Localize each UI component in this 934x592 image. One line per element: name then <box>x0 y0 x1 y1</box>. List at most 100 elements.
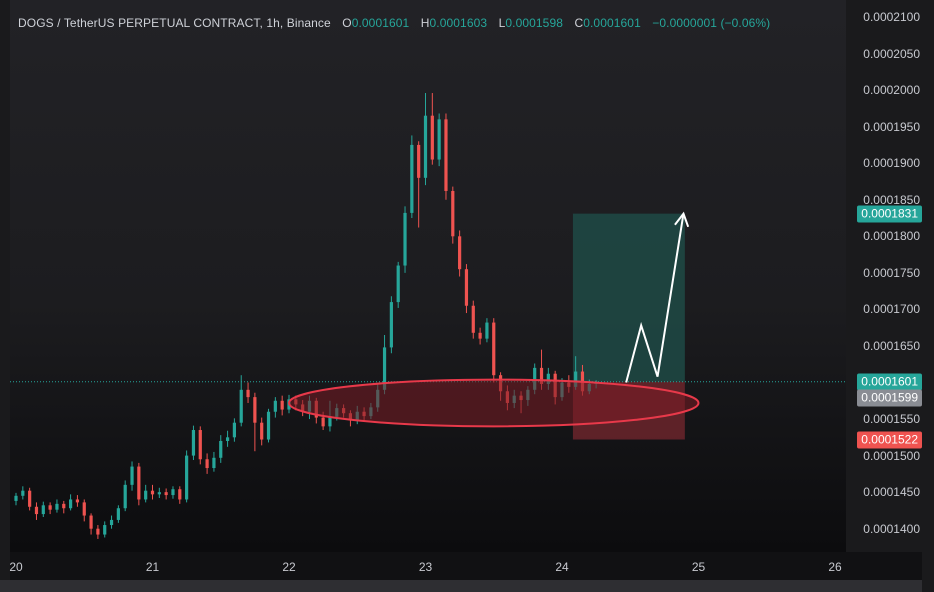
price-axis[interactable] <box>846 0 934 552</box>
candle-body <box>21 490 25 496</box>
candle-body <box>444 119 448 191</box>
candle <box>75 495 80 507</box>
candle <box>280 395 284 416</box>
candle-body <box>205 459 209 469</box>
candle-body <box>14 495 18 501</box>
price-tick-label: 0.0001650 <box>863 338 920 353</box>
bottom-scrollbar <box>0 580 934 592</box>
candle <box>205 453 209 474</box>
candle <box>109 515 114 529</box>
low-value: 0.0001598 <box>505 16 563 30</box>
candle <box>34 502 39 520</box>
candle <box>389 296 393 354</box>
candle-body <box>478 332 482 339</box>
open-label: O <box>342 16 352 30</box>
candle-body <box>437 119 441 160</box>
candle <box>69 494 73 511</box>
candle-body <box>178 489 182 500</box>
candle <box>41 501 45 518</box>
price-tick-label: 0.0001700 <box>863 302 920 317</box>
candle-body <box>266 411 271 440</box>
take-profit-price-badge: 0.0001831 <box>857 205 922 223</box>
candle <box>219 435 223 463</box>
price-tick-label: 0.0001950 <box>863 119 920 134</box>
symbol-title: DOGS / TetherUS PERPETUAL CONTRACT, 1h, … <box>18 16 331 30</box>
candle-body <box>103 525 107 535</box>
time-tick-label: 20 <box>9 560 23 574</box>
close-value: 0.0001601 <box>583 16 641 30</box>
candle <box>212 451 216 472</box>
candle <box>423 93 428 186</box>
candle-body <box>458 236 462 270</box>
candle-body <box>539 367 544 384</box>
candle <box>96 525 100 539</box>
candle-body <box>75 499 80 503</box>
open-value: 0.0001601 <box>351 16 410 30</box>
candle-body <box>96 528 100 535</box>
time-tick-label: 21 <box>145 560 160 574</box>
candle-body <box>185 455 189 500</box>
candle-body <box>574 371 578 387</box>
candle-body <box>471 305 475 333</box>
candle <box>225 430 230 447</box>
symbol-legend: DOGS / TetherUS PERPETUAL CONTRACT, 1h, … <box>18 16 770 30</box>
candle-body <box>137 466 141 500</box>
candle-body <box>328 416 332 427</box>
candle-body <box>34 506 39 515</box>
candle-body <box>382 347 387 390</box>
candle-body <box>116 508 120 520</box>
support-zone-ellipse <box>288 378 700 428</box>
candle-body <box>253 397 257 423</box>
candle-body <box>28 490 32 507</box>
candle-body <box>260 422 264 440</box>
candle-body <box>198 430 202 460</box>
candle <box>273 397 277 418</box>
candle-body <box>212 457 216 469</box>
candle <box>48 502 52 515</box>
time-tick-label: 23 <box>418 560 433 574</box>
candle-body <box>109 519 114 526</box>
candle <box>28 487 32 511</box>
candle <box>198 426 202 465</box>
cursor-price-badge: 0.0001599 <box>857 389 922 407</box>
close-label: C <box>574 16 584 30</box>
candle <box>144 484 148 503</box>
price-tick-label: 0.0001800 <box>863 229 920 244</box>
candle-body <box>389 302 393 348</box>
candle <box>55 499 59 513</box>
candle-body <box>219 440 223 458</box>
candle <box>246 382 250 403</box>
candle-body <box>225 437 230 441</box>
candle <box>21 486 25 500</box>
price-tick-label: 0.0001550 <box>863 412 920 427</box>
candle <box>137 462 141 506</box>
low-label: L <box>498 16 506 30</box>
time-tick-label: 22 <box>282 560 296 574</box>
chart-plot-area[interactable] <box>10 0 846 552</box>
candle <box>464 264 469 314</box>
candle-body <box>55 503 59 510</box>
candle <box>178 486 182 504</box>
candle <box>437 113 441 167</box>
candle-body <box>464 269 469 306</box>
candle-body <box>164 492 168 496</box>
candle-body <box>69 499 73 509</box>
price-tick-label: 0.0002000 <box>863 83 920 98</box>
candle <box>266 408 271 443</box>
candle <box>185 450 189 503</box>
time-axis[interactable] <box>10 552 922 580</box>
candle <box>62 500 66 514</box>
candle-body <box>239 389 243 423</box>
right-edge <box>922 0 934 592</box>
candle-body <box>123 484 127 509</box>
stop-loss-price-badge: 0.0001522 <box>857 431 922 449</box>
price-tick-label: 0.0002050 <box>863 46 920 61</box>
candle-body <box>533 367 537 390</box>
arrow-head <box>674 211 690 228</box>
candle-body <box>423 115 428 178</box>
candle <box>471 300 475 339</box>
high-label: H <box>420 16 430 30</box>
high-value: 0.0001603 <box>429 16 488 30</box>
candle-body <box>485 322 489 339</box>
candle-body <box>191 430 196 456</box>
